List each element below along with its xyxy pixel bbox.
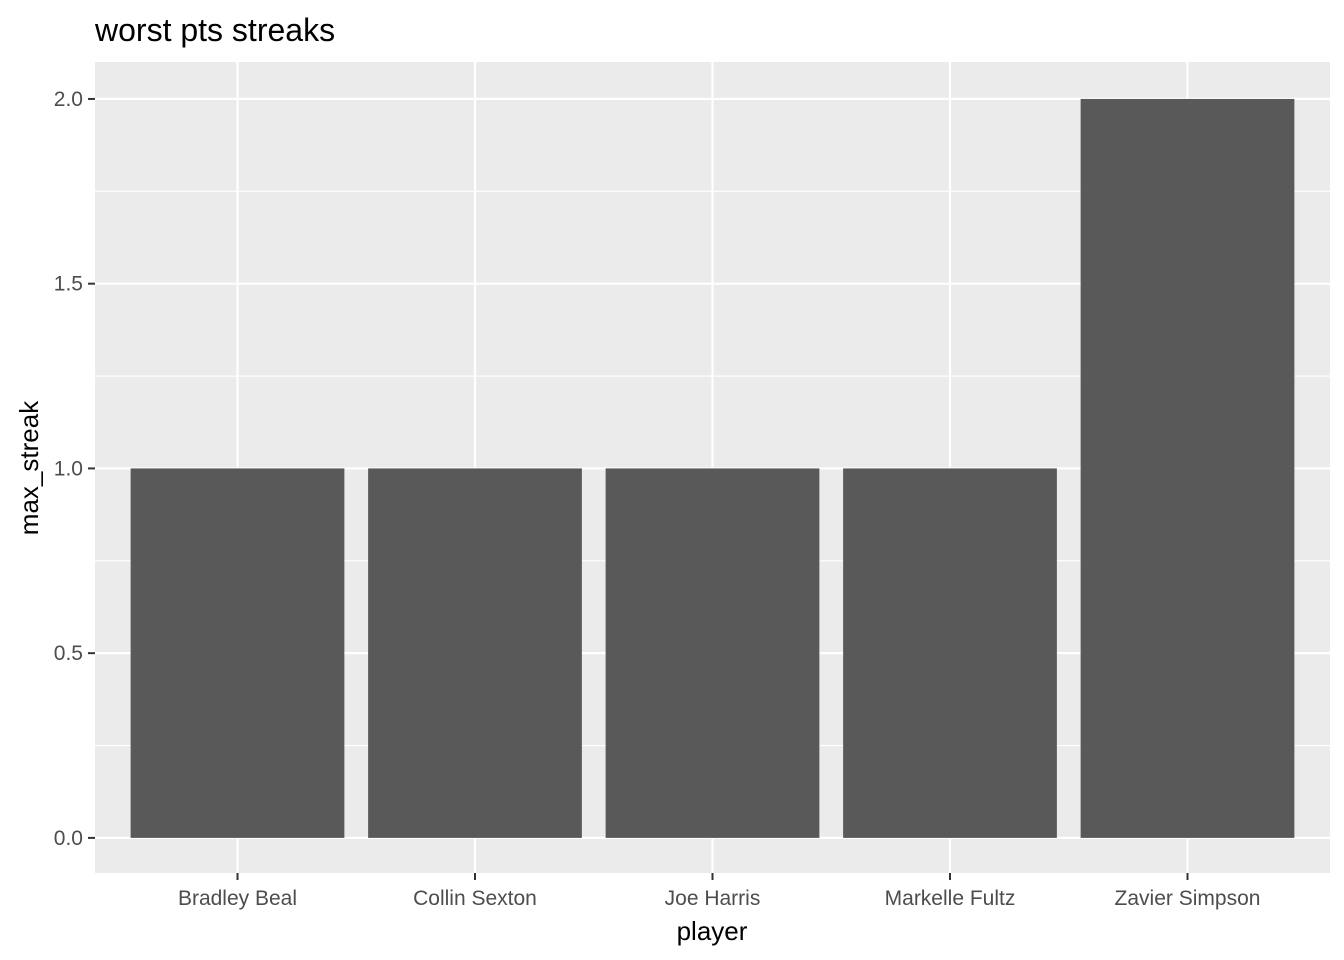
x-tick-label: Joe Harris (665, 887, 761, 910)
bar (605, 468, 820, 838)
y-axis: 0.0 0.5 1.0 1.5 2.0 (54, 88, 95, 850)
bar (368, 468, 582, 838)
bar (1080, 98, 1295, 838)
bars (130, 98, 1295, 838)
y-tick-label: 2.0 (54, 88, 83, 111)
y-tick-label: 0.5 (54, 642, 83, 665)
x-axis-title: player (677, 916, 748, 946)
x-tick-label: Collin Sexton (413, 887, 537, 910)
x-tick-label: Zavier Simpson (1115, 887, 1261, 910)
y-axis-title: max_streak (14, 400, 44, 535)
y-tick-label: 1.5 (54, 273, 83, 296)
bar (843, 468, 1057, 838)
x-tick-label: Bradley Beal (178, 887, 297, 910)
bar (130, 468, 345, 838)
x-axis: Bradley Beal Collin Sexton Joe Harris Marke… (178, 873, 1260, 910)
y-tick-label: 0.0 (54, 827, 83, 850)
y-tick-label: 1.0 (54, 457, 83, 480)
chart-title: worst pts streaks (94, 12, 335, 48)
x-tick-label: Markelle Fultz (885, 887, 1016, 910)
